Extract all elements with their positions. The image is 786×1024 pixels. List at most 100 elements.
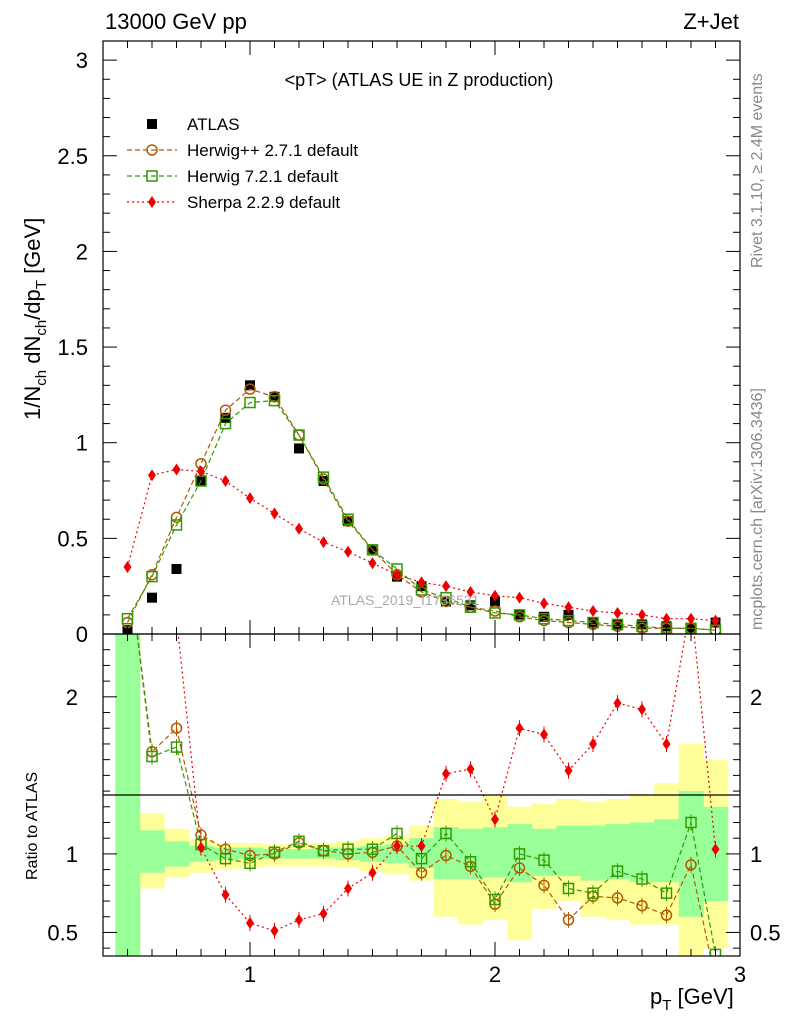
- ratio-point-s2: [146, 750, 158, 763]
- legend-marker: [146, 144, 158, 156]
- main-line-2: [126, 400, 716, 631]
- x-tick-label: 3: [734, 962, 746, 987]
- ratio-point-s3: [270, 924, 279, 937]
- ratio-point-s3: [442, 767, 450, 780]
- ratio-point-s3: [124, 377, 132, 389]
- main-point-s3: [246, 492, 254, 505]
- ratio-point-s2: [685, 816, 697, 829]
- y-title-sub: ch: [33, 320, 50, 336]
- ratio-point-s3: [173, 612, 181, 624]
- legend-label: ATLAS: [187, 115, 240, 134]
- main-point-s0: [318, 475, 329, 486]
- main-point-s1: [170, 511, 183, 524]
- main-point-s0: [294, 443, 304, 454]
- main-point-s3: [123, 561, 132, 574]
- ratio-point-s3: [662, 737, 671, 750]
- uncertainty-band-green: [286, 849, 312, 859]
- main-point-s3: [393, 568, 401, 581]
- main-point-s3: [613, 606, 622, 619]
- ratio-point-s3: [148, 377, 156, 389]
- main-y-tick-label: 0: [76, 622, 88, 647]
- legend-entry: Sherpa 2.2.9 default: [127, 193, 340, 212]
- main-point-s0: [588, 617, 598, 628]
- main-line-1: [126, 388, 716, 631]
- x-title-part: p: [650, 984, 662, 1009]
- ratio-point-s2: [587, 887, 599, 899]
- main-point-s1: [219, 404, 232, 416]
- ratio-point-s2: [342, 843, 354, 855]
- uncertainty-band-green: [139, 830, 165, 873]
- main-point-s3: [417, 576, 426, 589]
- main-point-s2: [513, 609, 526, 621]
- ratio-point-s1: [636, 899, 648, 912]
- main-point-s3: [540, 597, 548, 610]
- main-point-s2: [440, 591, 452, 604]
- main-point-s2: [121, 612, 134, 625]
- uncertainty-band-green: [678, 791, 704, 917]
- ratio-point-s2: [219, 852, 232, 865]
- legend: ATLAS Herwig++ 2.7.1 default Herwig 7.2.1 …: [127, 115, 358, 212]
- main-point-s0: [539, 611, 549, 622]
- main-point-s0: [612, 619, 623, 630]
- ratio-y-tick-label-right: 1: [750, 842, 762, 867]
- ratio-point-s3: [711, 843, 720, 856]
- ratio-plot-series: [124, 377, 722, 956]
- ratio-point-s1: [538, 879, 550, 892]
- legend-entry: Herwig++ 2.7.1 default: [127, 141, 358, 160]
- main-point-s0: [245, 380, 255, 391]
- legend-entry: ATLAS: [147, 115, 240, 134]
- ratio-point-s1: [513, 862, 526, 874]
- main-point-s2: [268, 394, 281, 407]
- ratio-point-s2: [268, 846, 281, 859]
- main-y-axis-title: 1/Nch dNch/dpT [GeV]: [20, 218, 50, 420]
- main-y-tick-label: 2: [76, 239, 88, 264]
- ratio-y-tick-label-left: 2: [66, 685, 78, 710]
- main-point-s3: [662, 612, 671, 625]
- rivet-label: Rivet 3.1.10, ≥ 2.4M events: [749, 73, 766, 268]
- plot-title: <pT> (ATLAS UE in Z production): [285, 70, 554, 90]
- ratio-point-s1: [415, 867, 428, 879]
- main-y-tick-label: 2.5: [57, 144, 88, 169]
- uncertainty-band-green: [556, 825, 582, 876]
- main-point-s0: [147, 592, 157, 603]
- main-point-s2: [219, 417, 232, 430]
- main-point-s3: [564, 601, 573, 614]
- legend-marker: [146, 170, 158, 182]
- y-title-sub: ch: [33, 370, 50, 386]
- main-point-s3: [687, 612, 695, 625]
- ratio-y-tick-label-left: 1: [66, 842, 78, 867]
- ratio-point-s2: [660, 887, 673, 899]
- x-title-sub: T: [662, 997, 671, 1014]
- main-point-s3: [295, 522, 303, 535]
- ratio-point-s2: [464, 856, 477, 868]
- main-point-s3: [270, 507, 279, 520]
- legend-label: Sherpa 2.2.9 default: [187, 193, 340, 212]
- ratio-point-s3: [638, 703, 646, 716]
- main-point-s2: [146, 570, 158, 583]
- ratio-point-s3: [221, 888, 230, 901]
- y-title-part: dN: [20, 336, 45, 370]
- ratio-point-s2: [538, 854, 550, 866]
- uncertainty-band-green: [164, 841, 190, 867]
- main-point-s3: [319, 536, 328, 549]
- main-point-s1: [244, 383, 256, 395]
- ratio-point-s2: [562, 882, 575, 895]
- ratio-point-s3: [319, 907, 328, 920]
- ratio-point-s1: [685, 859, 697, 871]
- main-point-s3: [491, 589, 499, 602]
- ratio-point-s1: [611, 892, 624, 904]
- main-point-s2: [170, 519, 183, 531]
- ratio-point-s1: [660, 909, 673, 921]
- x-tick-label: 1: [244, 962, 256, 987]
- main-point-s2: [538, 612, 550, 625]
- main-point-s0: [441, 596, 451, 607]
- uncertainty-band-green: [482, 827, 508, 878]
- ratio-point-s2: [293, 835, 305, 848]
- ratio-point-s3: [466, 763, 475, 776]
- y-title-part: [GeV]: [20, 218, 45, 280]
- ratio-y-tick-label-right: 0.5: [750, 920, 781, 945]
- process-label: Z+Jet: [683, 9, 739, 34]
- main-y-tick-label: 3: [76, 48, 88, 73]
- main-point-s3: [711, 614, 720, 627]
- legend-marker: [148, 196, 156, 208]
